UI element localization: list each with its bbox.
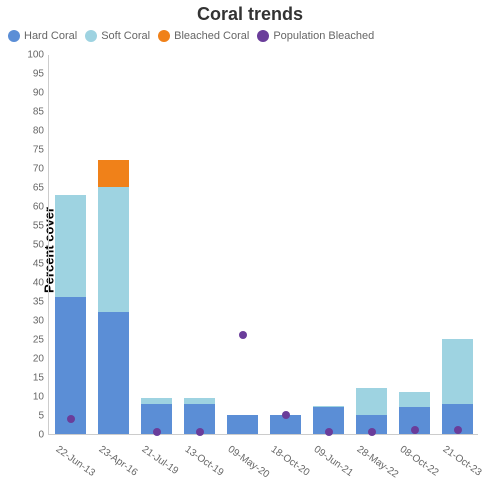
scatter-point	[282, 411, 290, 419]
y-tick-label: 5	[38, 411, 44, 422]
scatter-point	[368, 428, 376, 436]
bar-segment	[184, 398, 214, 404]
y-tick-label: 10	[33, 392, 44, 403]
bar-segment	[141, 398, 171, 404]
bar-segment	[356, 388, 386, 415]
bar-segment	[442, 339, 472, 404]
y-tick-label: 15	[33, 373, 44, 384]
x-tick-label: 21-Jul-19	[139, 444, 179, 477]
x-tick-label: 13-Oct-19	[182, 444, 225, 479]
bar-segment	[313, 406, 343, 408]
x-ticks: 22-Jun-1323-Apr-1621-Jul-1913-Oct-1909-M…	[48, 440, 478, 500]
legend-item-hard-coral: Hard Coral	[8, 30, 77, 42]
y-tick-label: 25	[33, 335, 44, 346]
y-tick-label: 30	[33, 316, 44, 327]
legend-item-bleached-coral: Bleached Coral	[158, 30, 249, 42]
x-tick-label: 09-Jun-21	[311, 444, 354, 479]
chart-container: Coral trends Hard Coral Soft Coral Bleac…	[0, 0, 500, 500]
y-tick-label: 40	[33, 278, 44, 289]
bar-segment	[98, 160, 128, 187]
scatter-point	[325, 428, 333, 436]
scatter-point	[67, 415, 75, 423]
y-tick-label: 45	[33, 259, 44, 270]
y-tick-label: 65	[33, 183, 44, 194]
legend-item-soft-coral: Soft Coral	[85, 30, 150, 42]
legend-marker-bleached-coral-icon	[158, 30, 170, 42]
x-tick-label: 18-Oct-20	[268, 444, 311, 479]
scatter-point	[196, 428, 204, 436]
y-tick-label: 50	[33, 240, 44, 251]
bar-segment	[399, 392, 429, 407]
y-tick-label: 95	[33, 69, 44, 80]
bar-segment	[227, 415, 257, 434]
x-tick-label: 21-Oct-23	[440, 444, 483, 479]
scatter-point	[454, 426, 462, 434]
y-tick-label: 20	[33, 354, 44, 365]
legend-label: Bleached Coral	[174, 30, 249, 42]
x-tick-label: 28-May-22	[354, 444, 399, 480]
y-tick-label: 85	[33, 107, 44, 118]
y-tick-label: 75	[33, 145, 44, 156]
plot-area	[48, 55, 478, 435]
legend-item-population-bleached: Population Bleached	[257, 30, 374, 42]
scatter-point	[239, 331, 247, 339]
scatter-point	[153, 428, 161, 436]
legend-marker-population-bleached-icon	[257, 30, 269, 42]
x-tick-label: 23-Apr-16	[96, 444, 139, 479]
legend-label: Population Bleached	[273, 30, 374, 42]
scatter-point	[411, 426, 419, 434]
legend: Hard Coral Soft Coral Bleached Coral Pop…	[8, 30, 374, 42]
bar-segment	[98, 312, 128, 434]
y-tick-label: 90	[33, 88, 44, 99]
bar-segment	[98, 187, 128, 312]
x-tick-label: 22-Jun-13	[53, 444, 96, 479]
y-tick-label: 55	[33, 221, 44, 232]
bar-segment	[55, 297, 85, 434]
chart-title: Coral trends	[0, 4, 500, 25]
x-tick-label: 08-Oct-22	[397, 444, 440, 479]
legend-marker-soft-coral-icon	[85, 30, 97, 42]
y-tick-label: 70	[33, 164, 44, 175]
y-tick-label: 35	[33, 297, 44, 308]
bar-segment	[55, 195, 85, 298]
y-ticks: 0510152025303540455055606570758085909510…	[0, 55, 46, 435]
y-tick-label: 100	[27, 50, 44, 61]
y-tick-label: 80	[33, 126, 44, 137]
y-tick-label: 60	[33, 202, 44, 213]
legend-marker-hard-coral-icon	[8, 30, 20, 42]
x-tick-label: 09-May-20	[225, 444, 270, 480]
legend-label: Hard Coral	[24, 30, 77, 42]
legend-label: Soft Coral	[101, 30, 150, 42]
bars-layer	[49, 55, 478, 434]
y-tick-label: 0	[38, 430, 44, 441]
